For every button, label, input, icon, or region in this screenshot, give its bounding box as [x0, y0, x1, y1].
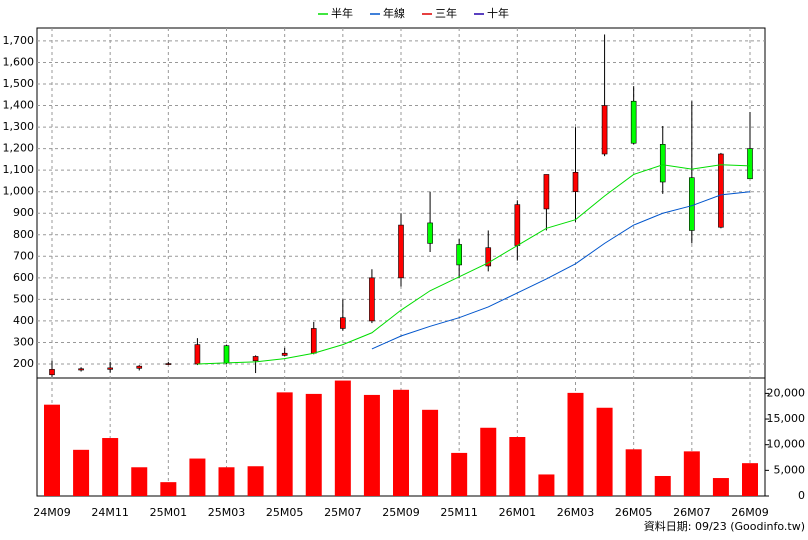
- volume-bar: [189, 458, 206, 496]
- volume-bar: [451, 452, 468, 496]
- volume-bar: [44, 404, 60, 496]
- candle-body: [136, 365, 143, 369]
- candle-body: [456, 244, 462, 266]
- y-tick-label: 1,500: [3, 77, 35, 90]
- y-tick-label: 400: [13, 314, 34, 327]
- legend-label: 年線: [383, 6, 405, 20]
- candle-body: [659, 144, 666, 183]
- candle-body: [514, 204, 521, 246]
- y-tick-label: 1,200: [3, 142, 35, 155]
- candle-body: [543, 174, 550, 210]
- y-tick-label: 1,000: [3, 185, 35, 198]
- candle-body: [369, 277, 375, 322]
- volume-bar: [509, 437, 526, 496]
- candle-body: [747, 148, 753, 180]
- x-tick-label: 26M07: [673, 506, 711, 519]
- volume-bar: [422, 409, 439, 496]
- volume-bar: [363, 394, 380, 496]
- y-tick-label: 1,700: [3, 34, 35, 47]
- y-tick-label: 1,600: [3, 55, 35, 68]
- volume-bar: [131, 467, 148, 496]
- x-tick-label: 26M03: [557, 506, 595, 519]
- candle-body: [485, 247, 492, 267]
- candle-body: [310, 328, 317, 354]
- candle-body: [223, 345, 230, 364]
- volume-bar: [247, 466, 264, 496]
- candle-body: [252, 356, 259, 362]
- y-tick-label: 600: [13, 271, 34, 284]
- x-tick-label: 26M05: [615, 506, 653, 519]
- candle-body: [49, 369, 55, 376]
- y2-tick-label: 10,000: [767, 438, 806, 451]
- volume-bar: [538, 474, 555, 496]
- ma-line: [371, 191, 751, 350]
- volume-bar: [393, 389, 409, 496]
- x-tick-label: 25M05: [266, 506, 304, 519]
- y-tick-label: 300: [13, 335, 34, 348]
- legend-label: 半年: [331, 6, 353, 20]
- y2-tick-label: 15,000: [767, 412, 806, 425]
- x-tick-label: 25M11: [440, 506, 478, 519]
- candle-body: [689, 177, 695, 231]
- x-tick-label: 25M07: [324, 506, 362, 519]
- legend-label: 三年: [435, 6, 457, 20]
- volume-bar: [160, 482, 177, 496]
- candle-body: [281, 352, 288, 356]
- candle-body: [427, 222, 433, 244]
- x-tick-label: 26M01: [499, 506, 537, 519]
- x-tick-label: 25M03: [208, 506, 246, 519]
- y2-tick-label: 20,000: [767, 386, 806, 399]
- candle-body: [107, 367, 113, 370]
- y-tick-label: 900: [13, 206, 34, 219]
- volume-bar: [305, 393, 322, 496]
- candle-body: [572, 172, 579, 192]
- candle-body: [601, 105, 608, 155]
- y-tick-label: 800: [13, 228, 34, 241]
- y-tick-label: 200: [13, 357, 34, 370]
- volume-bar: [712, 478, 729, 496]
- footer: 資料日期: 09/23 (Goodinfo.tw): [644, 519, 805, 533]
- candle-body: [165, 363, 172, 365]
- volume-bar: [102, 438, 119, 496]
- candle-body: [194, 344, 201, 365]
- x-tick-label: 25M01: [150, 506, 188, 519]
- volume-bar: [654, 475, 671, 496]
- volume-bar: [334, 380, 351, 496]
- candle-body: [398, 224, 404, 279]
- y2-tick-label: 5,000: [774, 463, 806, 476]
- volume-bar: [742, 463, 758, 496]
- volume-bar: [73, 449, 90, 496]
- candle-body: [340, 317, 346, 329]
- volume-bar: [276, 392, 293, 496]
- y-tick-label: 700: [13, 249, 34, 262]
- x-tick-label: 26M09: [731, 506, 769, 519]
- volume-bar: [567, 392, 584, 496]
- x-tick-label: 25M09: [382, 506, 420, 519]
- y2-tick-label: 0: [798, 489, 805, 502]
- volume-bar: [596, 407, 613, 496]
- candle-body: [78, 368, 84, 371]
- volume-bar: [625, 449, 642, 496]
- x-tick-label: 24M11: [91, 506, 129, 519]
- volume-bar: [480, 427, 497, 496]
- y-tick-label: 1,400: [3, 99, 35, 112]
- volume-bar: [683, 451, 700, 496]
- y-tick-label: 500: [13, 292, 34, 305]
- candle-body: [630, 100, 637, 144]
- volume-bar: [218, 467, 235, 496]
- candle-body: [718, 153, 724, 228]
- ma-line: [197, 164, 751, 365]
- y-tick-label: 1,100: [3, 163, 35, 176]
- x-tick-label: 24M09: [33, 506, 71, 519]
- legend-label: 十年: [487, 6, 509, 20]
- y-tick-label: 1,300: [3, 120, 35, 133]
